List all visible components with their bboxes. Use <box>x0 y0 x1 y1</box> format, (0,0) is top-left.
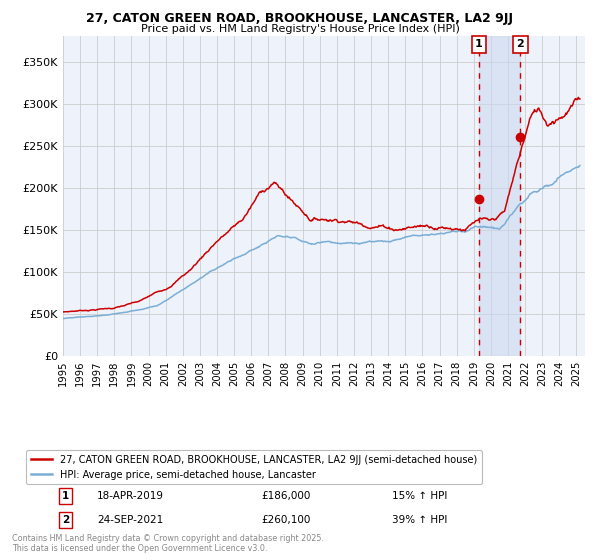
Text: Price paid vs. HM Land Registry's House Price Index (HPI): Price paid vs. HM Land Registry's House … <box>140 24 460 34</box>
Bar <box>479 36 520 356</box>
Text: Contains HM Land Registry data © Crown copyright and database right 2025.
This d: Contains HM Land Registry data © Crown c… <box>12 534 324 553</box>
Text: 1: 1 <box>62 491 69 501</box>
Text: 27, CATON GREEN ROAD, BROOKHOUSE, LANCASTER, LA2 9JJ: 27, CATON GREEN ROAD, BROOKHOUSE, LANCAS… <box>86 12 514 25</box>
Text: £186,000: £186,000 <box>262 491 311 501</box>
Text: 15% ↑ HPI: 15% ↑ HPI <box>392 491 447 501</box>
Text: 39% ↑ HPI: 39% ↑ HPI <box>392 515 447 525</box>
Text: 1: 1 <box>475 39 483 49</box>
Text: 2: 2 <box>517 39 524 49</box>
Text: 24-SEP-2021: 24-SEP-2021 <box>97 515 163 525</box>
Legend: 27, CATON GREEN ROAD, BROOKHOUSE, LANCASTER, LA2 9JJ (semi-detached house), HPI:: 27, CATON GREEN ROAD, BROOKHOUSE, LANCAS… <box>26 450 482 484</box>
Text: 2: 2 <box>62 515 69 525</box>
Text: 18-APR-2019: 18-APR-2019 <box>97 491 164 501</box>
Text: £260,100: £260,100 <box>262 515 311 525</box>
